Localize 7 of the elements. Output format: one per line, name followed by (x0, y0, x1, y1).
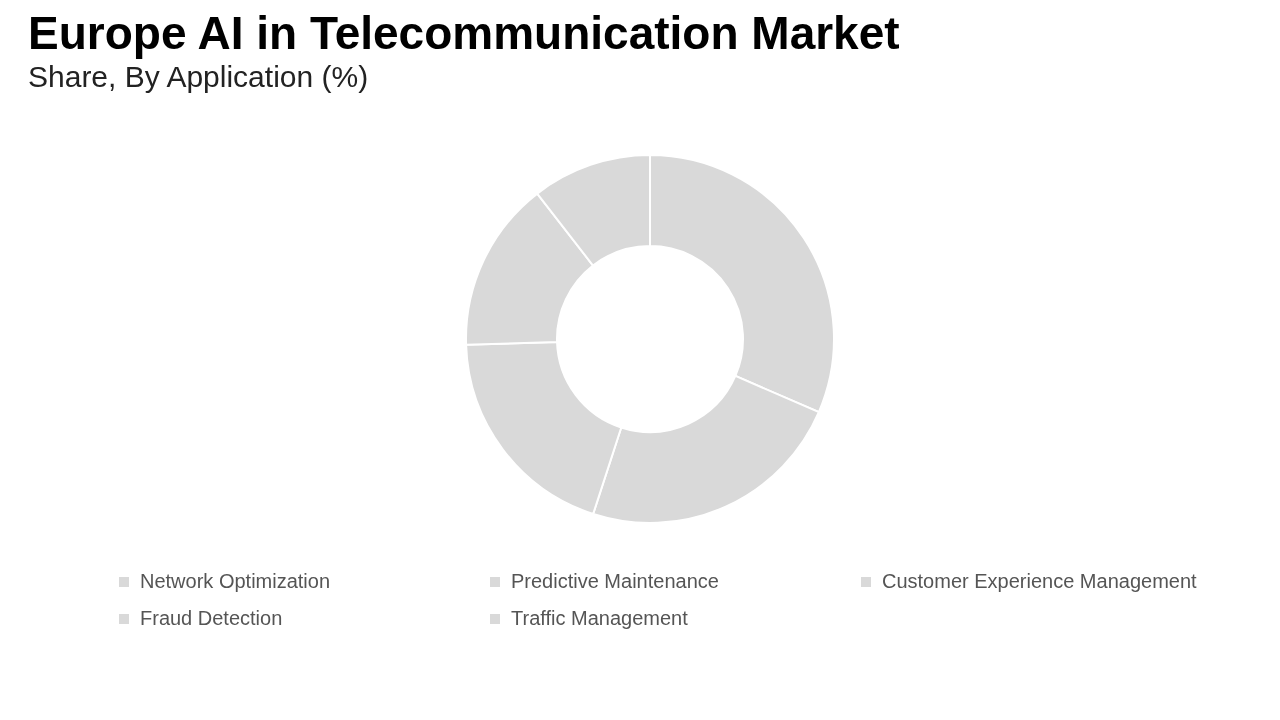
legend-label: Customer Experience Management (882, 570, 1198, 592)
legend-label: Fraud Detection (140, 607, 283, 629)
chart-title: Europe AI in Telecommunication Market (28, 7, 900, 59)
legend-label: Predictive Maintenance (511, 570, 719, 592)
chart-subtitle: Share, By Application (%) (28, 60, 369, 93)
legend-label: Traffic Management (511, 607, 689, 629)
legend-label: Network Optimization (140, 570, 331, 592)
